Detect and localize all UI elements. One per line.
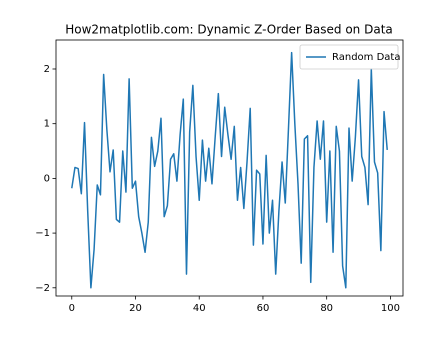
axes-frame [55,39,404,297]
legend-label: Random Data [332,52,400,63]
x-tick-label: 0 [69,303,75,314]
x-tick-label: 100 [381,303,400,314]
y-tick-label: 0 [44,173,50,184]
chart-title: How2matplotlib.com: Dynamic Z-Order Base… [65,23,393,37]
x-tick-label: 40 [193,303,206,314]
y-tick-label: 2 [44,64,50,75]
y-tick-label: −2 [35,283,50,294]
x-tick-label: 20 [129,303,142,314]
y-tick-label: −1 [35,228,50,239]
line [71,51,388,289]
x-tick-label: 60 [257,303,270,314]
y-tick-label: 1 [44,119,50,130]
x-tick-label: 80 [320,303,333,314]
legend-box [299,44,399,70]
